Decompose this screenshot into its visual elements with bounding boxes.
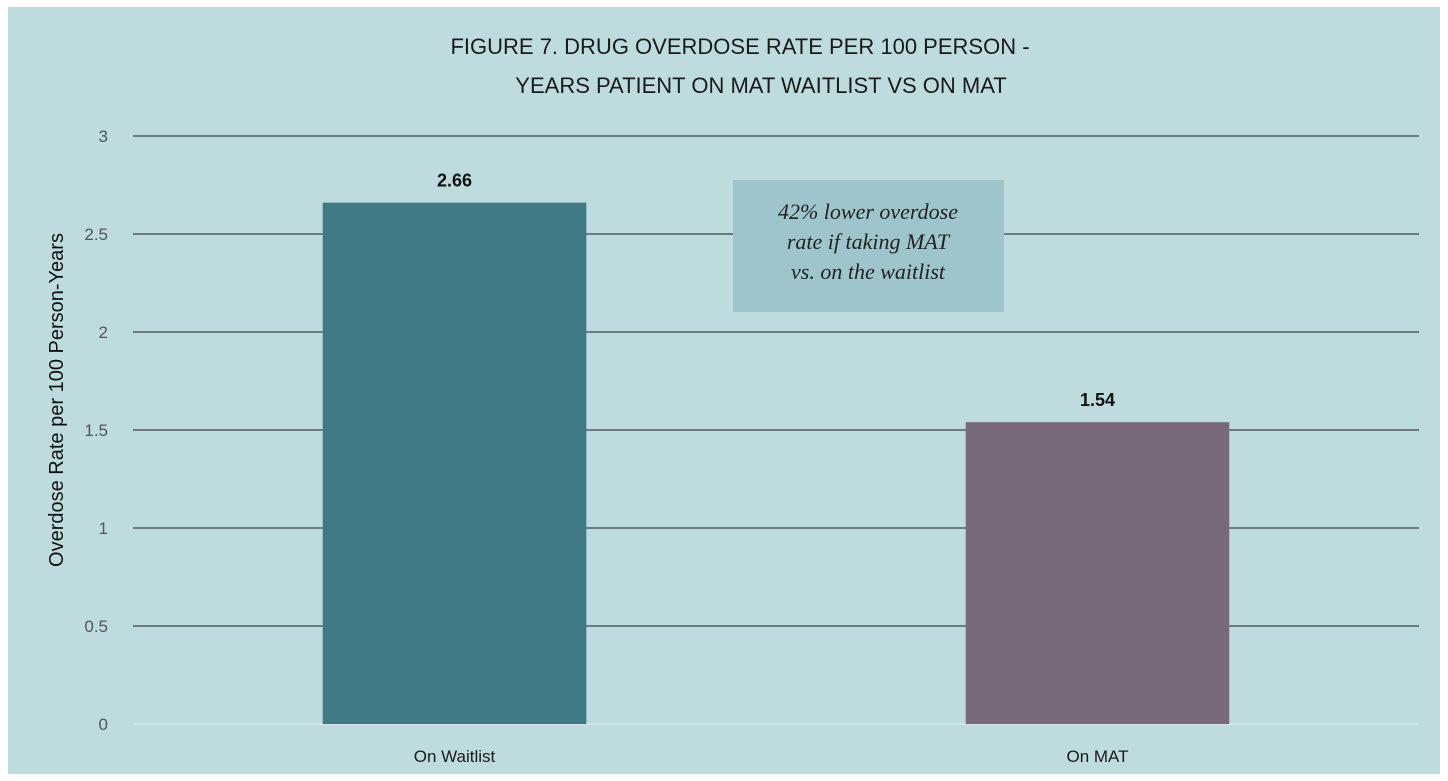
bar (965, 422, 1230, 724)
y-tick-label: 3 (99, 127, 108, 146)
bar (322, 202, 587, 724)
y-tick-label: 1.5 (84, 421, 108, 440)
y-tick-label: 0 (99, 715, 108, 734)
annotation-line: rate if taking MAT (787, 229, 951, 254)
data-labels: 2.66 1.54 (437, 171, 1115, 411)
data-label: 1.54 (1080, 390, 1115, 410)
annotation-box (733, 180, 1004, 312)
y-tick-label: 2 (99, 323, 108, 342)
x-category-label: On MAT (1066, 747, 1128, 766)
x-axis-categories: On Waitlist On MAT (414, 747, 1129, 766)
y-tick-label: 0.5 (84, 617, 108, 636)
x-category-label: On Waitlist (414, 747, 496, 766)
chart-title-line-2: YEARS PATIENT ON MAT WAITLIST VS ON MAT (515, 73, 1006, 98)
y-tick-label: 1 (99, 519, 108, 538)
chart-title-line-1: FIGURE 7. DRUG OVERDOSE RATE PER 100 PER… (450, 34, 1029, 59)
bars (322, 202, 1230, 724)
annotation-line: 42% lower overdose (778, 199, 958, 224)
annotation-line: vs. on the waitlist (791, 259, 946, 284)
data-label: 2.66 (437, 171, 472, 191)
y-tick-label: 2.5 (84, 225, 108, 244)
y-axis-title: Overdose Rate per 100 Person-Years (46, 233, 68, 567)
y-axis-ticks: 0 0.5 1 1.5 2 2.5 3 (84, 127, 108, 734)
